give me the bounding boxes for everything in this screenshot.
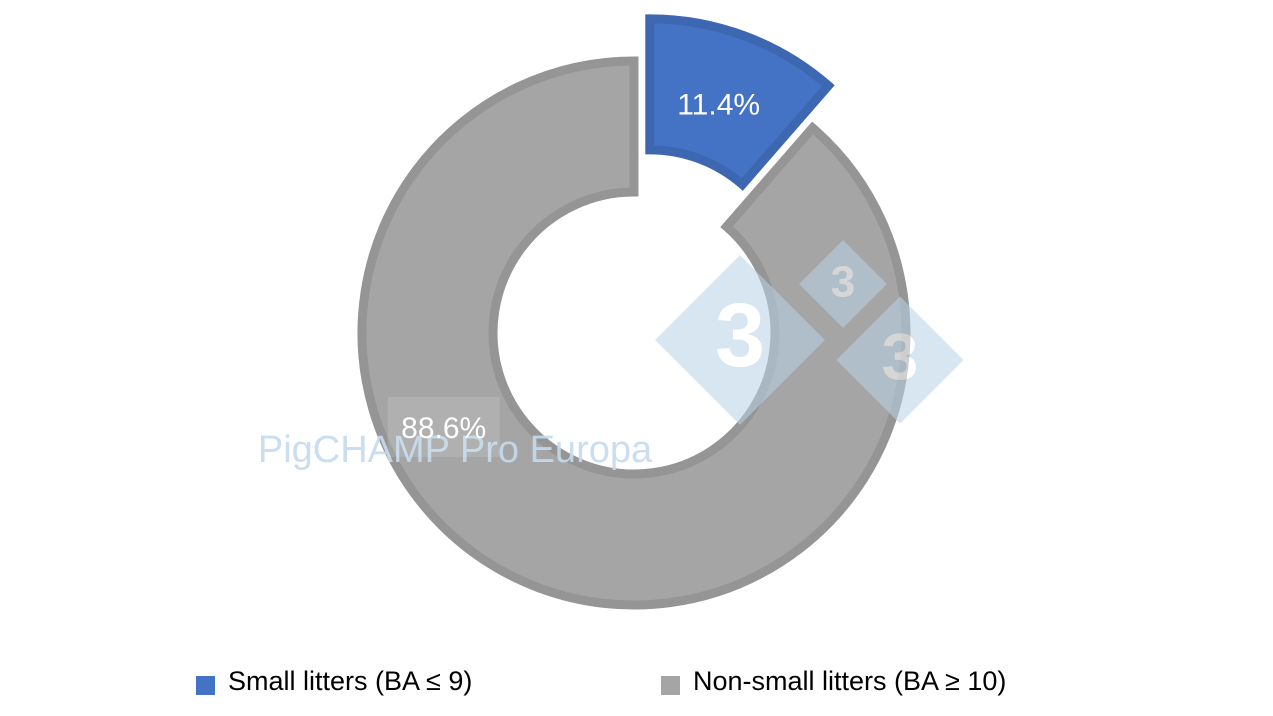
slice [357,56,911,610]
label-box [387,396,500,457]
logo-digit: 3 [831,258,855,307]
logo-diamond [799,240,887,328]
slices [357,14,911,610]
legend: Small litters (BA ≤ 9) Non-small litters … [196,666,1006,696]
logo-digit: 3 [715,286,765,386]
labels: 11.4% 88.6% [387,89,760,457]
logo: 3 3 3 [655,240,964,425]
watermark: PigCHAMP Pro Europa [258,429,653,471]
slice [645,14,835,191]
legend-label: Small litters (BA ≤ 9) [228,666,472,696]
logo-diamond [836,296,964,424]
legend-swatch [661,676,680,695]
logo-digit: 3 [882,319,919,393]
legend-label: Non-small litters (BA ≥ 10) [693,666,1006,696]
data-label: 88.6% [401,412,486,445]
logo-diamond [655,255,825,425]
data-label: 11.4% [677,89,760,122]
legend-swatch [196,676,215,695]
